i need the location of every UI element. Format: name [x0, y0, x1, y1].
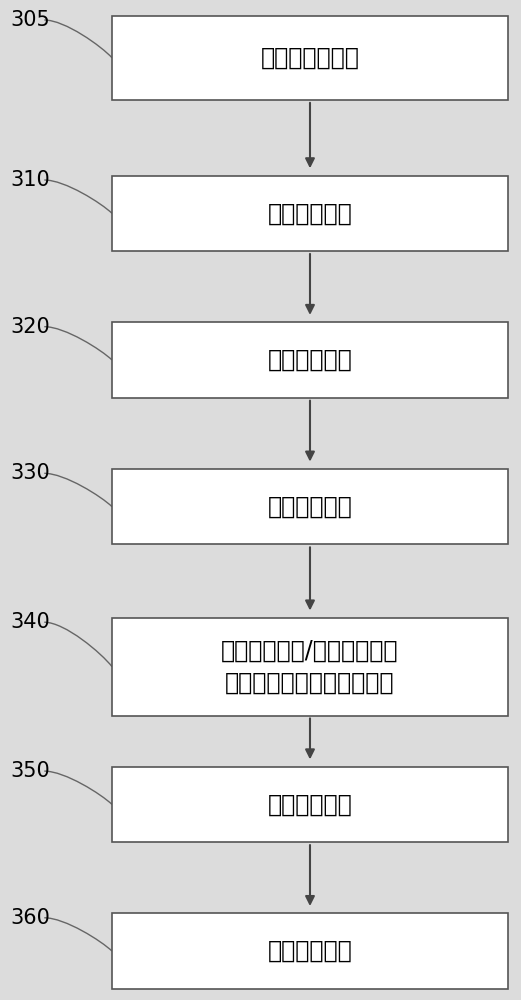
Text: 360: 360 [10, 908, 51, 928]
Text: 根据从第二和/或第三分析中
获得的测量值订购矫正镜片: 根据从第二和/或第三分析中 获得的测量值订购矫正镜片 [221, 639, 399, 694]
Text: 执行第一分析: 执行第一分析 [268, 201, 352, 225]
Text: 340: 340 [10, 612, 50, 632]
Text: 配制矫正镜片: 配制矫正镜片 [268, 792, 352, 816]
Bar [112, 469, 508, 544]
Text: 310: 310 [10, 170, 50, 190]
Bar [112, 618, 508, 716]
Text: 执行第三分析: 执行第三分析 [268, 495, 352, 519]
Bar [112, 322, 508, 398]
Bar [112, 176, 508, 251]
Text: 330: 330 [10, 463, 50, 483]
Text: 320: 320 [10, 317, 50, 337]
Text: 350: 350 [10, 761, 50, 781]
Bar [112, 767, 508, 842]
Text: 预筛选（任选）: 预筛选（任选） [260, 46, 359, 70]
Bar [112, 913, 508, 989]
Text: 执行第二分析: 执行第二分析 [268, 348, 352, 372]
Text: 执行第四分析: 执行第四分析 [268, 939, 352, 963]
Bar [112, 16, 508, 100]
Text: 305: 305 [10, 10, 50, 30]
